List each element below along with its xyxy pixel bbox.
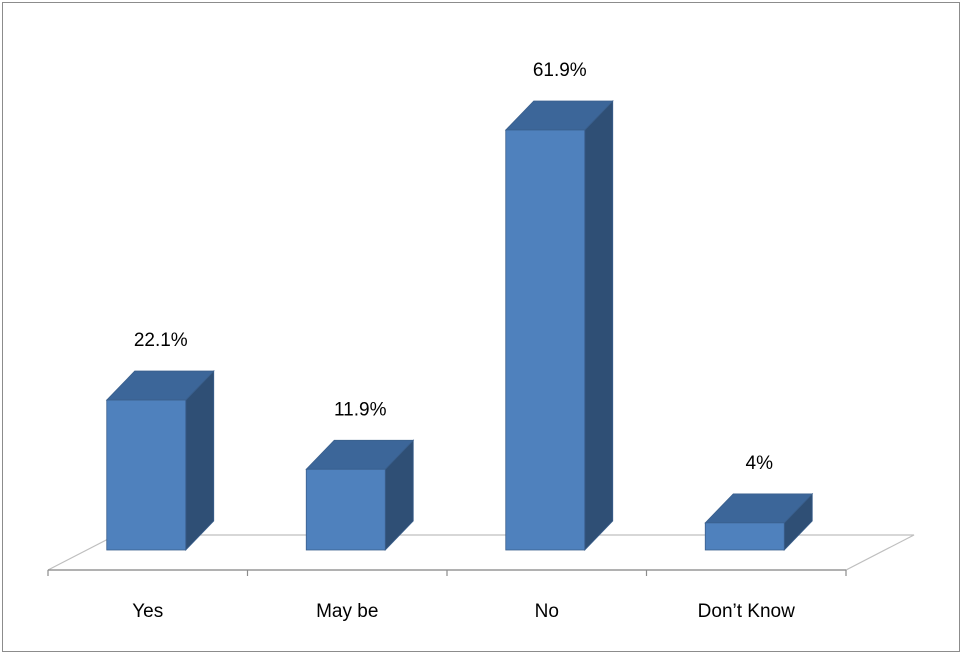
x-tick-label-may-be: May be bbox=[316, 601, 378, 622]
bars bbox=[105, 100, 814, 551]
data-labels: 22.1% 11.9% 61.9% 4% bbox=[134, 60, 773, 474]
bar-front-may-be bbox=[305, 468, 386, 551]
bar-may-be bbox=[305, 439, 415, 551]
bar-front-yes bbox=[106, 399, 187, 551]
bar-side-no bbox=[584, 100, 614, 551]
x-tick-label-don-t-know: Don’t Know bbox=[698, 601, 795, 622]
bar-front-don-t-know bbox=[704, 522, 785, 551]
data-label-yes: 22.1% bbox=[134, 330, 188, 351]
data-label-don-t-know: 4% bbox=[746, 453, 774, 474]
data-label-may-be: 11.9% bbox=[334, 399, 387, 420]
bar-side-yes bbox=[185, 370, 215, 551]
bar-no bbox=[504, 100, 614, 551]
data-label-no: 61.9% bbox=[533, 60, 587, 81]
category-axis: Yes May be No Don’t Know bbox=[47, 569, 847, 622]
bar-yes bbox=[105, 370, 215, 551]
bar-front-no bbox=[505, 129, 586, 551]
x-tick-label-no: No bbox=[535, 601, 559, 622]
x-tick-label-yes: Yes bbox=[132, 601, 163, 622]
bar-don-t-know bbox=[704, 492, 814, 551]
